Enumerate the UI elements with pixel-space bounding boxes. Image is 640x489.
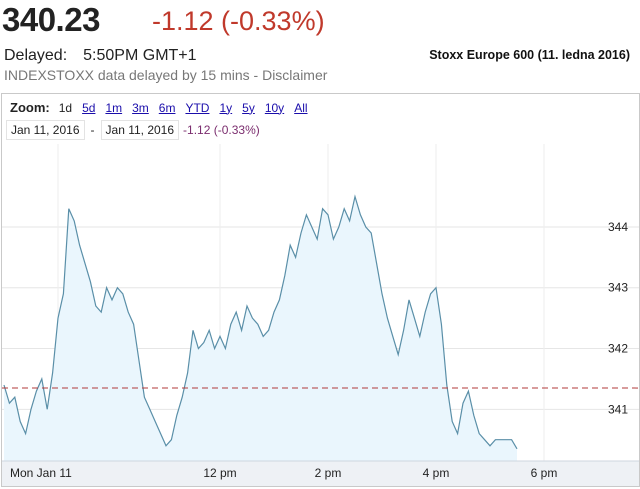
date-separator: - bbox=[90, 123, 95, 137]
price-change: -1.12 (-0.33%) bbox=[152, 6, 325, 36]
zoom-1m[interactable]: 1m bbox=[105, 100, 123, 115]
y-tick-label: 344 bbox=[608, 220, 628, 234]
zoom-1y[interactable]: 1y bbox=[219, 100, 233, 115]
chart-caption: Stoxx Europe 600 (11. ledna 2016) bbox=[429, 48, 630, 62]
zoom-5y[interactable]: 5y bbox=[242, 100, 255, 115]
zoom-ytd[interactable]: YTD bbox=[185, 100, 210, 115]
x-tick-label: 4 pm bbox=[423, 466, 450, 480]
x-tick-label: 2 pm bbox=[315, 466, 342, 480]
zoom-label: Zoom: bbox=[10, 100, 50, 115]
zoom-5d[interactable]: 5d bbox=[82, 100, 96, 115]
x-tick-label: Mon Jan 11 bbox=[10, 466, 72, 480]
delayed-label: Delayed: bbox=[4, 47, 68, 64]
x-tick-label: 12 pm bbox=[203, 466, 236, 480]
zoom-3m[interactable]: 3m bbox=[132, 100, 149, 115]
zoom-toolbar: Zoom: 1d 5d 1m 3m 6m YTD 1y 5y 10y All bbox=[10, 100, 318, 115]
delayed-info: Delayed: 5:50PM GMT+1 bbox=[4, 47, 197, 65]
date-range-row: Jan 11, 2016 - Jan 11, 2016 -1.12 (-0.33… bbox=[6, 120, 260, 140]
zoom-6m[interactable]: 6m bbox=[158, 100, 176, 115]
chart-panel: Zoom: 1d 5d 1m 3m 6m YTD 1y 5y 10y All J… bbox=[1, 93, 640, 487]
start-date-input[interactable]: Jan 11, 2016 bbox=[6, 120, 85, 140]
data-disclaimer[interactable]: INDEXSTOXX data delayed by 15 mins - Dis… bbox=[4, 67, 328, 83]
zoom-all[interactable]: All bbox=[294, 100, 308, 115]
y-tick-label: 342 bbox=[608, 342, 628, 356]
series-area bbox=[4, 196, 517, 461]
series-line bbox=[3, 194, 518, 450]
zoom-1d[interactable]: 1d bbox=[58, 100, 73, 115]
x-tick-label: 6 pm bbox=[531, 466, 558, 480]
delayed-time: 5:50PM GMT+1 bbox=[83, 47, 197, 64]
y-tick-label: 343 bbox=[608, 281, 628, 295]
zoom-10y[interactable]: 10y bbox=[264, 100, 285, 115]
end-date-input[interactable]: Jan 11, 2016 bbox=[100, 120, 180, 140]
y-tick-label: 341 bbox=[608, 402, 628, 416]
range-change: -1.12 (-0.33%) bbox=[183, 123, 260, 137]
last-price: 340.23 bbox=[2, 1, 100, 38]
x-axis-band bbox=[2, 461, 639, 486]
price-chart[interactable]: 341 342 343 344 Mon Jan 11 12 pm 2 pm 4 pm 6 pm bbox=[2, 94, 639, 486]
